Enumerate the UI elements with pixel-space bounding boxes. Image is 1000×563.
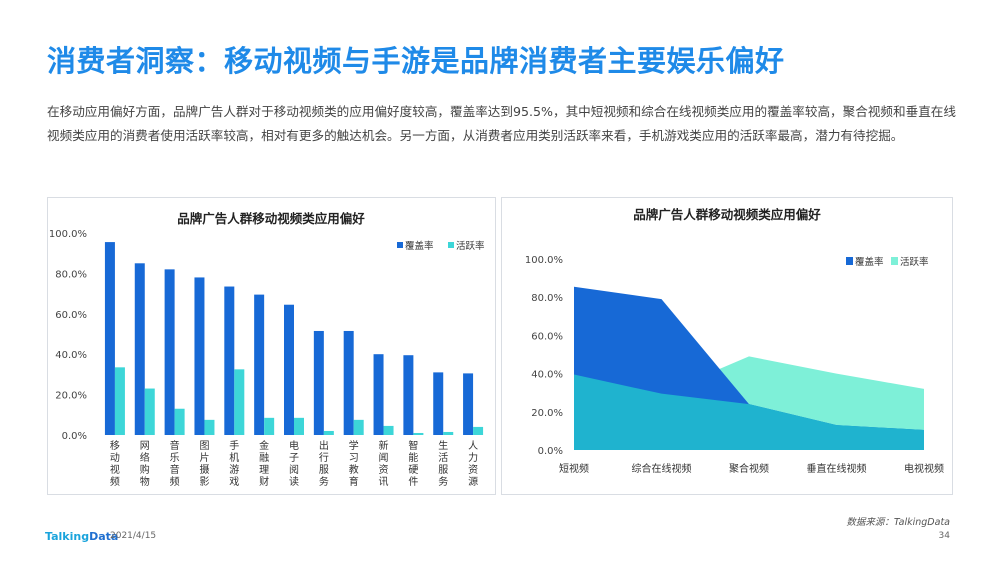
area-chart: 品牌广告人群移动视频类应用偏好 0.0% 20.0% 40.0% 60.0% 80.0% 1…: [525, 207, 944, 475]
y-tick-label: 60.0%: [531, 331, 563, 342]
y-tick-label: 20.0%: [531, 408, 563, 419]
coverage-bar: [134, 263, 145, 435]
x-category-label: 学习教育: [349, 439, 359, 488]
y-tick-label: 80.0%: [531, 293, 563, 304]
activity-bar: [264, 417, 275, 435]
x-category-label: 人力资源: [468, 440, 478, 488]
x-category-label: 电子阅读: [289, 439, 299, 488]
coverage-bar: [313, 330, 324, 435]
x-category-label: 移动视频: [110, 439, 120, 488]
area-chart-panel: 品牌广告人群移动视频类应用偏好 0.0% 20.0% 40.0% 60.0% 80.0% 1…: [501, 197, 953, 495]
activity-bar: [174, 408, 185, 435]
coverage-bar: [403, 355, 414, 435]
logo-part-talking: Talking: [45, 530, 90, 543]
legend-coverage-swatch: [397, 242, 403, 248]
coverage-bar: [284, 304, 294, 435]
activity-bar: [114, 367, 125, 435]
y-tick-label: 100.0%: [49, 229, 87, 240]
legend-activity-swatch: [891, 257, 898, 265]
data-source: 数据来源：TalkingData: [846, 517, 950, 528]
talkingdata-logo: TalkingData: [45, 530, 118, 543]
x-category-label: 网络购物: [140, 440, 150, 488]
activity-bar: [353, 419, 364, 435]
y-tick-label: 0.0%: [62, 431, 87, 442]
coverage-bar: [194, 277, 205, 435]
page-number: 34: [938, 531, 950, 541]
coverage-bar: [254, 294, 265, 435]
activity-bar: [413, 432, 424, 435]
x-category-label: 电视视频: [904, 462, 944, 475]
x-category-label: 垂直在线视频: [807, 462, 867, 475]
activity-bar: [204, 419, 215, 435]
x-category-label: 新闻资讯: [379, 439, 389, 488]
y-tick-label: 100.0%: [525, 255, 563, 266]
legend-activity-label: 活跃率: [456, 240, 485, 252]
x-category-label: 金融理财: [259, 439, 269, 488]
x-category-label: 聚合视频: [729, 462, 769, 475]
activity-bar: [473, 426, 484, 435]
x-category-label: 音乐音频: [170, 439, 180, 488]
x-category-label: 生活服务: [438, 439, 448, 488]
legend-coverage-swatch: [846, 257, 853, 265]
x-category-label: 出行服务: [319, 439, 329, 488]
x-category-label: 手机游戏: [229, 439, 239, 488]
y-tick-label: 40.0%: [531, 370, 563, 381]
coverage-bar: [373, 354, 384, 435]
activity-bar: [294, 417, 304, 435]
area-chart-title: 品牌广告人群移动视频类应用偏好: [633, 207, 821, 222]
legend-activity-label: 活跃率: [900, 256, 929, 268]
activity-bar: [443, 431, 454, 435]
y-tick-label: 80.0%: [55, 269, 87, 280]
intro-paragraph: 在移动应用偏好方面，品牌广告人群对于移动视频类的应用偏好度较高，覆盖率达到95.…: [47, 104, 956, 143]
legend-coverage-label: 覆盖率: [405, 240, 434, 252]
y-tick-label: 40.0%: [55, 350, 87, 361]
bar-chart: 品牌广告人群移动视频类应用偏好 0.0% 20.0% 40.0% 60.0% 80.0% 1…: [49, 211, 485, 488]
logo-part-data: Data: [89, 530, 119, 543]
coverage-bar: [463, 373, 474, 435]
activity-bar: [323, 430, 334, 435]
y-tick-label: 60.0%: [55, 310, 87, 321]
coverage-bar: [104, 242, 115, 435]
y-tick-label: 0.0%: [538, 446, 563, 457]
x-category-label: 智能硬件: [408, 439, 418, 488]
x-category-label: 图片摄影: [199, 440, 209, 488]
coverage-bar: [343, 330, 354, 435]
overlap-area: [574, 374, 924, 450]
y-tick-label: 20.0%: [55, 391, 87, 402]
activity-bar: [234, 369, 245, 435]
bar-chart-panel: 品牌广告人群移动视频类应用偏好 0.0% 20.0% 40.0% 60.0% 80.0% 1…: [47, 197, 496, 495]
activity-bar: [383, 425, 394, 435]
coverage-bar: [224, 286, 235, 435]
legend-activity-swatch: [448, 242, 454, 248]
report-date: 2021/4/15: [110, 531, 157, 541]
legend-coverage-label: 覆盖率: [855, 256, 884, 268]
bar-chart-title: 品牌广告人群移动视频类应用偏好: [177, 211, 365, 226]
page-title: 消费者洞察：移动视频与手游是品牌消费者主要娱乐偏好: [47, 44, 785, 78]
coverage-bar: [433, 372, 444, 435]
coverage-bar: [164, 269, 175, 435]
activity-bar: [144, 388, 155, 435]
x-category-label: 短视频: [559, 462, 589, 475]
x-category-label: 综合在线视频: [632, 462, 692, 475]
